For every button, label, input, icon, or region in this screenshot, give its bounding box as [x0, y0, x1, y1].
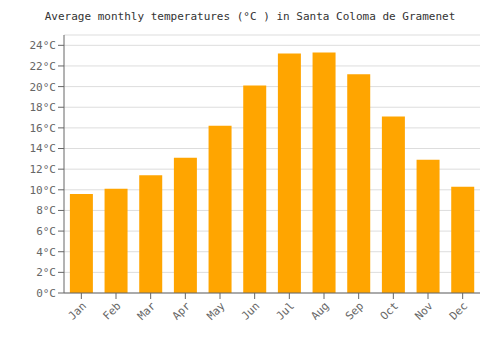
svg-text:Jun: Jun — [239, 299, 262, 322]
svg-text:12°C: 12°C — [30, 163, 57, 176]
svg-text:Mar: Mar — [135, 299, 159, 323]
svg-text:6°C: 6°C — [36, 225, 56, 238]
svg-text:0°C: 0°C — [36, 287, 56, 300]
svg-text:May: May — [204, 299, 228, 323]
svg-text:Jul: Jul — [274, 299, 297, 322]
svg-text:Dec: Dec — [447, 299, 470, 322]
svg-text:4°C: 4°C — [36, 246, 56, 259]
svg-text:10°C: 10°C — [30, 184, 57, 197]
svg-text:Oct: Oct — [378, 299, 401, 322]
svg-text:Jan: Jan — [66, 299, 89, 322]
svg-text:18°C: 18°C — [30, 101, 57, 114]
svg-text:Aug: Aug — [308, 299, 331, 322]
svg-text:22°C: 22°C — [30, 60, 57, 73]
svg-text:Nov: Nov — [412, 299, 436, 323]
svg-text:Feb: Feb — [100, 299, 123, 322]
svg-text:8°C: 8°C — [36, 204, 56, 217]
svg-text:Sep: Sep — [343, 299, 366, 322]
svg-text:20°C: 20°C — [30, 81, 57, 94]
html-text:Average monthly temperatures (: Average monthly temperatures (°C ) in Sa… — [44, 10, 456, 23]
svg-text:2°C: 2°C — [36, 266, 56, 279]
svg-text:Apr: Apr — [170, 299, 194, 323]
svg-text:14°C: 14°C — [30, 142, 57, 155]
svg-text:16°C: 16°C — [30, 122, 57, 135]
svg-text:24°C: 24°C — [30, 39, 57, 52]
